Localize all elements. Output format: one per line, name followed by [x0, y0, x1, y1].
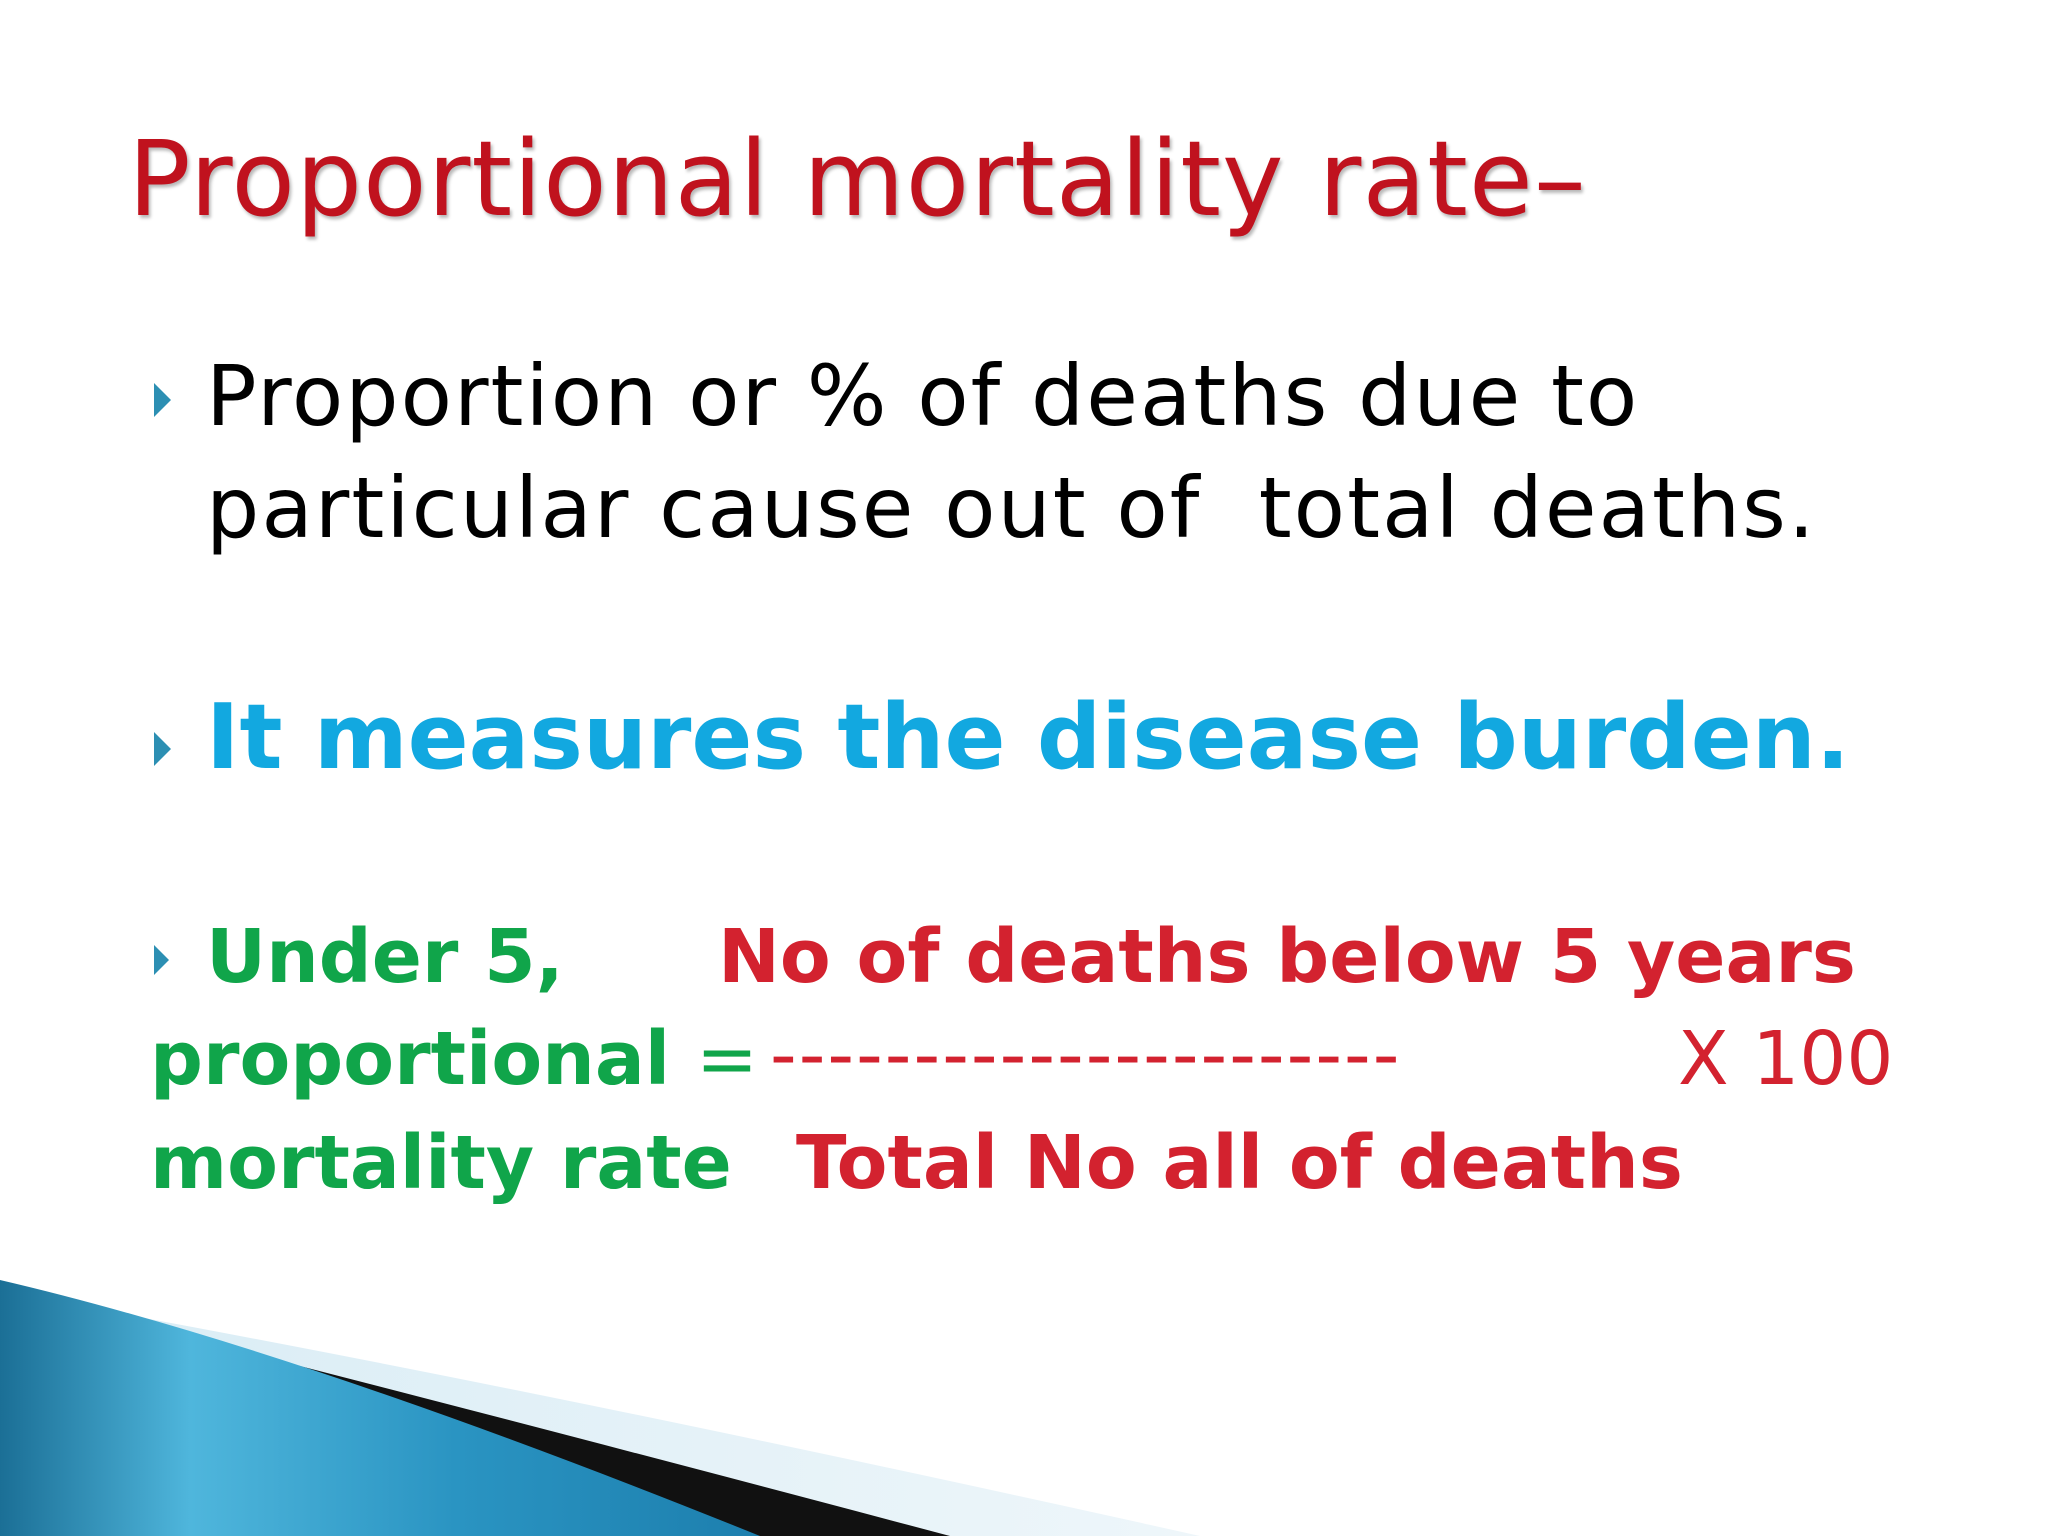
bullet-arrow-icon — [154, 945, 169, 975]
decorative-swoosh — [0, 1280, 1200, 1536]
formula-fraction-bar: ---------------------- — [770, 1012, 1402, 1098]
bullet-arrow-icon — [154, 732, 171, 766]
formula-denominator: Total No all of deaths — [796, 1120, 1683, 1206]
bullet-definition-line2: particular cause out of total deaths. — [206, 459, 1817, 557]
formula-equals-sign: = — [695, 1016, 758, 1102]
formula-label-line3: mortality rate — [150, 1120, 732, 1206]
formula-label-proportional: proportional — [150, 1016, 671, 1102]
bullet-disease-burden: It measures the disease burden. — [206, 685, 1850, 790]
formula-numerator: No of deaths below 5 years — [718, 914, 1856, 1000]
slide-title: Proportional mortality rate– — [128, 118, 1587, 240]
swoosh-blue-band — [0, 1280, 760, 1536]
formula-label-line1: Under 5, — [206, 914, 564, 1000]
bullet-definition-line1: Proportion or % of deaths due to — [206, 347, 1640, 445]
formula-multiplier: X 100 — [1678, 1016, 1894, 1102]
formula-label-line2: proportional = — [150, 1014, 758, 1104]
bullet-arrow-icon — [154, 383, 171, 417]
bullet-definition: Proportion or % of deaths due to particu… — [206, 340, 1817, 564]
